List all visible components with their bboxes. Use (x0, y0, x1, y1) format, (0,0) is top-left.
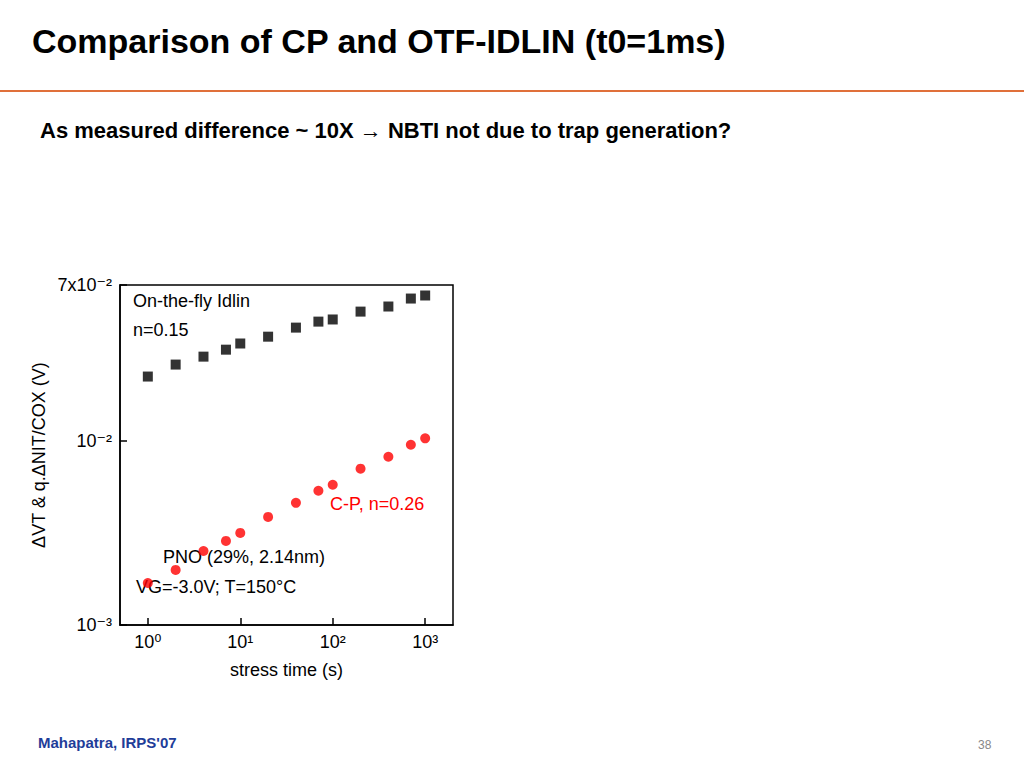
html-text:As measured difference ~ 10X →: As measured difference ~ 10X → NBTI not … (40, 118, 732, 143)
html-text:Comparison of CP and OTF-IDLIN: Comparison of CP and OTF-IDLIN (t0=1ms) (32, 22, 726, 60)
svg-text:7x10⁻²: 7x10⁻² (57, 275, 112, 295)
html-text:38: 38 (978, 738, 992, 752)
svg-text:10⁻³: 10⁻³ (76, 615, 112, 635)
svg-text:n=0.15: n=0.15 (133, 320, 189, 340)
html-text:Mahapatra, IRPS'07: Mahapatra, IRPS'07 (38, 734, 177, 751)
svg-text:10¹: 10¹ (227, 632, 253, 652)
svg-text:VG=-3.0V; T=150°C: VG=-3.0V; T=150°C (136, 577, 296, 597)
svg-text:10³: 10³ (412, 632, 438, 652)
svg-text:C-P, n=0.26: C-P, n=0.26 (330, 494, 424, 514)
svg-text:10⁻²: 10⁻² (76, 431, 112, 451)
svg-text:10²: 10² (320, 632, 346, 652)
svg-text:10⁰: 10⁰ (134, 632, 161, 652)
svg-text:On-the-fly Idlin: On-the-fly Idlin (133, 291, 250, 311)
svg-text:PNO (29%, 2.14nm): PNO (29%, 2.14nm) (163, 547, 325, 567)
svg-text:stress time (s): stress time (s) (230, 660, 343, 680)
svg-text:ΔVT & q.ΔNIT/COX (V): ΔVT & q.ΔNIT/COX (V) (29, 362, 49, 548)
